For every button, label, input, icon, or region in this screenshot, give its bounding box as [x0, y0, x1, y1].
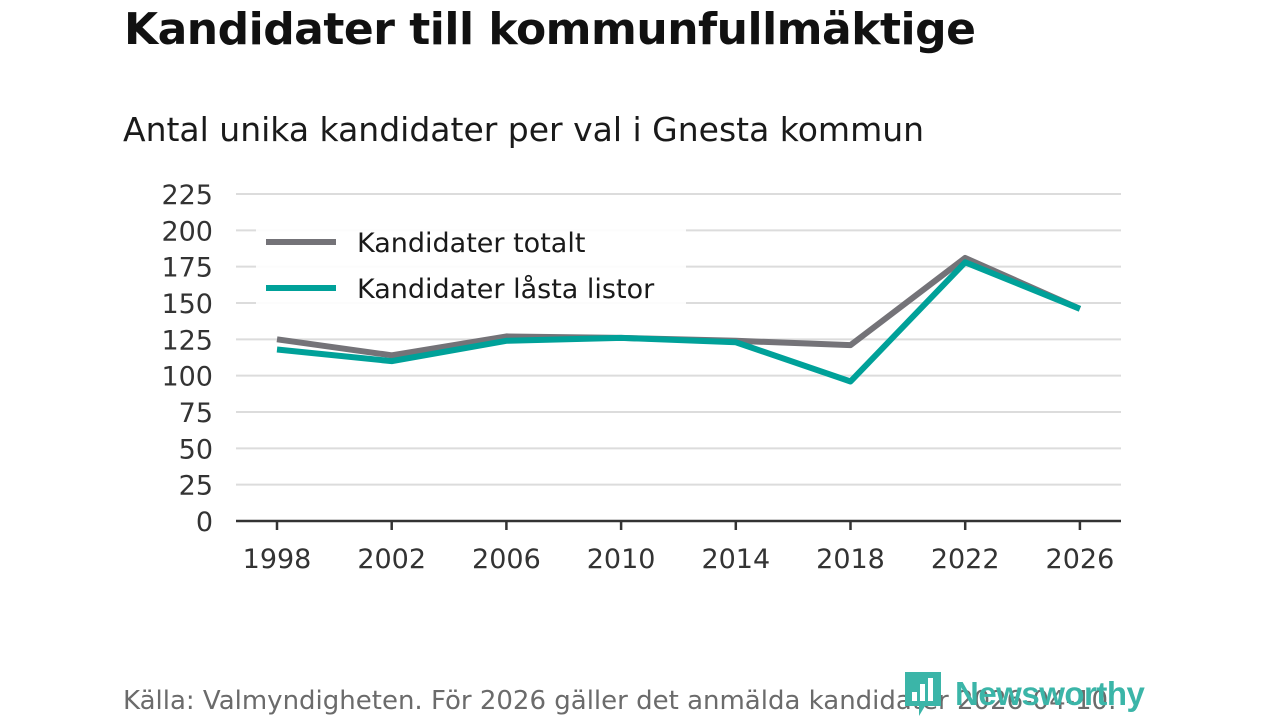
series-line-kandidater-lasta-listor — [276, 259, 1082, 385]
legend: Kandidater totalt Kandidater låsta listor — [256, 222, 686, 314]
legend-label: Kandidater totalt — [357, 228, 585, 259]
y-tick-label: 175 — [161, 253, 213, 284]
chart-title: Kandidater till kommunfullmäktige — [124, 4, 976, 55]
x-tick-label: 2002 — [357, 544, 426, 575]
y-tick-label: 200 — [161, 216, 213, 247]
legend-background — [256, 222, 686, 314]
legend-label: Kandidater låsta listor — [357, 274, 655, 305]
x-tick-label: 2010 — [587, 544, 656, 575]
y-tick-label: 150 — [161, 289, 213, 320]
y-tick-label: 25 — [179, 471, 213, 502]
y-tick-label: 225 — [161, 180, 213, 211]
y-tick-label: 50 — [179, 434, 213, 465]
x-tick-label: 2006 — [472, 544, 541, 575]
brand-logo: Newsworthy — [903, 670, 1145, 718]
source-note: Källa: Valmyndigheten. För 2026 gäller d… — [123, 686, 1117, 716]
brand-name: Newsworthy — [955, 675, 1145, 712]
x-tick-label: 2018 — [816, 544, 885, 575]
series-lines — [276, 254, 1082, 385]
y-tick-label: 75 — [179, 398, 213, 429]
x-tick-label: 2026 — [1046, 544, 1115, 575]
x-tick-label: 2022 — [931, 544, 1000, 575]
x-tick-label: 1998 — [243, 544, 312, 575]
y-tick-label: 100 — [161, 362, 213, 393]
x-tick-label: 2014 — [701, 544, 770, 575]
chart-subtitle: Antal unika kandidater per val i Gnesta … — [123, 110, 925, 149]
axes: 0 25 50 75 100 125 150 175 200 225 1998 2002 2006 201… — [161, 180, 1121, 575]
y-tick-label: 125 — [161, 325, 213, 356]
y-tick-label: 0 — [196, 507, 213, 538]
bar-chart-pin-icon — [905, 672, 941, 716]
